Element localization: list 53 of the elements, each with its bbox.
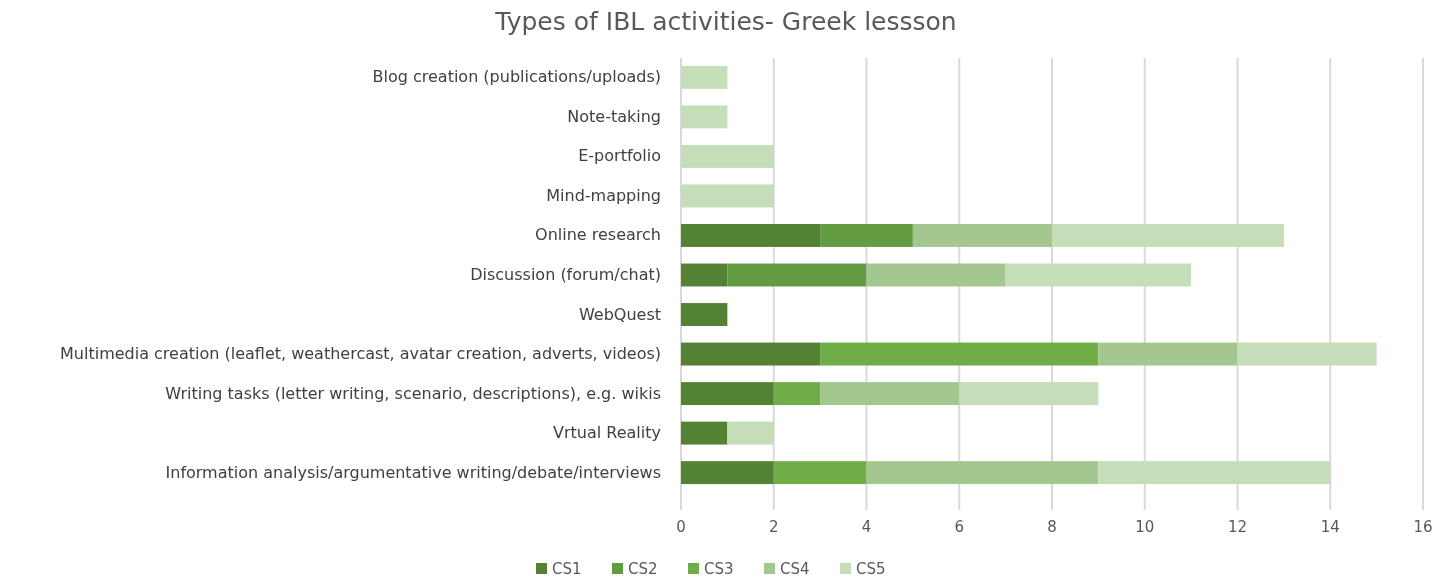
y-tick-label: WebQuest	[578, 304, 661, 324]
bar	[820, 382, 960, 406]
x-tick-label: 0	[676, 518, 686, 536]
legend-label: CS2	[628, 560, 658, 578]
bar	[1052, 224, 1284, 247]
bar	[1005, 263, 1192, 287]
chart-title: Types of IBL activities- Greek lessson	[494, 7, 957, 36]
bar	[820, 224, 913, 247]
bar	[866, 263, 1006, 287]
legend-label: CS5	[856, 560, 886, 578]
bar	[727, 263, 867, 287]
x-tick-label: 16	[1413, 518, 1433, 536]
bar	[1098, 461, 1331, 485]
x-tick-label: 2	[768, 518, 779, 536]
bar	[681, 263, 728, 287]
bar	[681, 303, 728, 326]
bar	[866, 461, 1099, 485]
bar	[681, 382, 774, 406]
x-tick-label: 14	[1320, 518, 1340, 536]
bar	[773, 382, 821, 406]
x-tick-label: 6	[954, 518, 965, 536]
bar	[681, 184, 774, 208]
bar	[727, 421, 774, 445]
bar	[681, 421, 728, 445]
y-tick-label: Discussion (forum/chat)	[470, 265, 661, 284]
y-tick-label: Vrtual Reality	[553, 423, 661, 443]
bar	[681, 342, 821, 366]
bar	[681, 461, 774, 485]
bar	[1098, 342, 1238, 366]
y-tick-label: Note-taking	[567, 106, 661, 126]
bar	[820, 342, 1099, 366]
bar	[912, 224, 1052, 247]
bar	[681, 105, 728, 129]
bar	[959, 382, 1099, 406]
legend-label: CS3	[704, 560, 734, 578]
y-tick-label: Blog creation (publications/uploads)	[372, 67, 661, 87]
y-tick-label: Information analysis/argumentative writing/debate/interviews	[165, 462, 661, 482]
bar	[1237, 342, 1377, 366]
legend-label: CS4	[780, 560, 810, 578]
bar	[773, 461, 867, 485]
x-tick-label: 8	[1047, 518, 1057, 536]
bar	[681, 144, 774, 168]
legend-label: CS1	[552, 560, 582, 578]
y-tick-label: Multimedia creation (leaflet, weathercast, avatar creation, adverts, videos)	[60, 344, 661, 364]
bar	[681, 224, 821, 247]
y-tick-label: Writing tasks (letter writing, scenario, descriptions), e.g. wikis	[165, 383, 661, 403]
y-tick-label: Mind-mapping	[546, 185, 661, 205]
y-tick-label: Online research	[535, 225, 661, 245]
x-tick-label: 10	[1135, 518, 1155, 536]
x-tick-label: 4	[861, 518, 872, 536]
bar	[681, 65, 728, 89]
x-tick-label: 12	[1227, 518, 1248, 536]
y-tick-label: E-portfolio	[578, 146, 661, 166]
